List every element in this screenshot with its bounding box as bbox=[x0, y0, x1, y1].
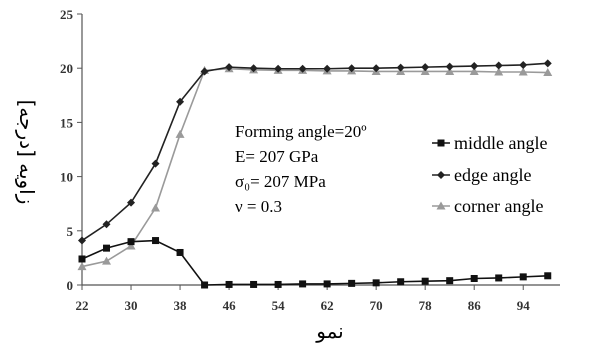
x-tick-label: 78 bbox=[419, 298, 433, 313]
data-point bbox=[225, 280, 233, 288]
data-point bbox=[78, 236, 86, 245]
legend: middle angle edge angle corner angle bbox=[432, 133, 547, 216]
data-point bbox=[249, 64, 258, 73]
series-line bbox=[81, 67, 548, 268]
y-tick-label: 5 bbox=[67, 224, 74, 239]
annotation-line-2: E= 207 GPa bbox=[235, 147, 319, 166]
data-point bbox=[151, 203, 161, 212]
legend-label: middle angle bbox=[454, 133, 547, 153]
legend-marker bbox=[437, 139, 445, 147]
data-point bbox=[445, 62, 454, 71]
data-point bbox=[495, 274, 503, 282]
data-point bbox=[175, 129, 185, 138]
legend-item: edge angle bbox=[432, 165, 531, 185]
y-tick-label: 15 bbox=[60, 115, 74, 130]
data-point bbox=[299, 280, 307, 288]
x-axis-title: نمو bbox=[315, 319, 343, 343]
data-point bbox=[470, 62, 479, 71]
data-point bbox=[78, 255, 86, 263]
x-tick-label: 38 bbox=[174, 298, 188, 313]
data-point bbox=[446, 277, 454, 285]
data-point bbox=[445, 66, 455, 75]
x-tick-label: 86 bbox=[468, 298, 482, 313]
data-point bbox=[176, 248, 184, 256]
x-tick-label: 54 bbox=[272, 298, 286, 313]
data-point bbox=[176, 97, 185, 106]
data-point bbox=[250, 280, 258, 288]
annotation-line-1: Forming angle=20º bbox=[235, 122, 366, 141]
data-point bbox=[323, 280, 331, 288]
data-point bbox=[396, 63, 405, 72]
data-point bbox=[102, 256, 112, 265]
data-point bbox=[151, 159, 160, 168]
data-point bbox=[127, 238, 135, 246]
x-tick-label: 62 bbox=[321, 298, 334, 313]
annotation: Forming angle=20º E= 207 GPa σ₀= 207 MPa… bbox=[235, 122, 366, 216]
y-tick-label: 25 bbox=[60, 7, 74, 22]
data-point bbox=[200, 67, 209, 76]
y-tick-label: 0 bbox=[67, 278, 74, 293]
data-point bbox=[543, 68, 553, 77]
data-point bbox=[519, 273, 527, 281]
data-point bbox=[77, 262, 87, 271]
series-layer bbox=[77, 59, 553, 289]
series-line bbox=[81, 62, 548, 242]
data-point bbox=[372, 279, 380, 287]
data-point bbox=[127, 198, 136, 207]
data-point bbox=[421, 277, 429, 285]
legend-marker bbox=[436, 201, 446, 210]
data-point bbox=[152, 237, 160, 245]
data-point bbox=[103, 244, 111, 252]
legend-label: edge angle bbox=[454, 165, 531, 185]
data-point bbox=[469, 66, 479, 75]
series-edge-angle bbox=[78, 59, 552, 245]
y-tick-label: 10 bbox=[60, 170, 73, 185]
x-tick-label: 30 bbox=[125, 298, 138, 313]
data-point bbox=[102, 220, 111, 229]
annotation-line-4: ν = 0.3 bbox=[235, 197, 282, 216]
legend-item: corner angle bbox=[432, 196, 543, 216]
data-point bbox=[274, 280, 282, 288]
annotation-line-3: σ₀= 207 MPa bbox=[235, 172, 326, 191]
tick-labels: 0 5 10 15 20 25 22 30 38 46 54 62 70 78 86 94 bbox=[60, 7, 530, 313]
x-tick-label: 94 bbox=[517, 298, 531, 313]
data-point bbox=[544, 272, 552, 280]
data-point bbox=[372, 64, 381, 73]
series-line bbox=[81, 239, 548, 286]
x-tick-label: 70 bbox=[370, 298, 383, 313]
y-tick-label: 20 bbox=[60, 61, 73, 76]
data-point bbox=[494, 61, 503, 70]
data-point bbox=[348, 279, 356, 287]
series-middle-angle bbox=[78, 237, 552, 289]
x-tick-label: 46 bbox=[223, 298, 237, 313]
data-point bbox=[201, 281, 209, 289]
data-point bbox=[494, 67, 504, 76]
x-tick-label: 22 bbox=[76, 298, 89, 313]
legend-marker bbox=[437, 171, 445, 179]
data-point bbox=[421, 63, 430, 72]
data-point bbox=[298, 64, 307, 73]
data-point bbox=[225, 63, 234, 72]
legend-item: middle angle bbox=[432, 133, 547, 153]
data-point bbox=[323, 64, 332, 73]
data-point bbox=[126, 241, 136, 250]
data-point bbox=[347, 64, 356, 73]
y-axis-title: زاويه [درجه] bbox=[15, 100, 39, 205]
data-point bbox=[519, 60, 528, 69]
data-point bbox=[274, 64, 283, 73]
data-point bbox=[470, 274, 478, 282]
data-point bbox=[518, 67, 528, 76]
legend-label: corner angle bbox=[454, 196, 543, 216]
data-point bbox=[543, 59, 552, 68]
data-point bbox=[397, 278, 405, 286]
